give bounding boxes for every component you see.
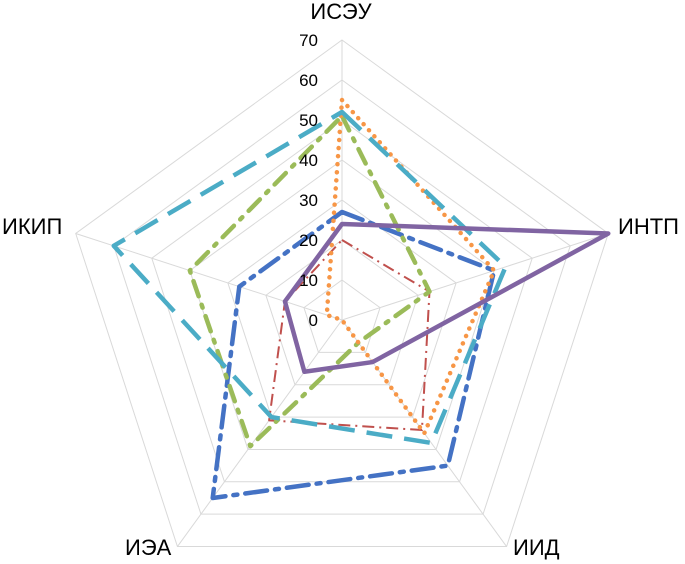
tick-label: 70 bbox=[299, 31, 318, 50]
radar-series bbox=[111, 97, 611, 501]
tick-label: 50 bbox=[299, 111, 318, 130]
grid-ring-10 bbox=[303, 279, 381, 353]
series-line-6 bbox=[282, 221, 611, 375]
grid-ring-40 bbox=[189, 159, 495, 450]
tick-label: 20 bbox=[299, 231, 318, 250]
series-line-3 bbox=[187, 113, 432, 449]
grid-ring-30 bbox=[227, 199, 457, 418]
series-line-4 bbox=[324, 97, 497, 436]
series-line-2 bbox=[268, 239, 431, 432]
grid-spoke bbox=[75, 232, 343, 321]
axis-label-iid: ИИД bbox=[513, 535, 560, 560]
radial-tick-labels: 0 10 20 30 40 50 60 70 bbox=[299, 31, 318, 330]
grid-ring-20 bbox=[265, 239, 419, 386]
axis-label-ikip: ИКИП bbox=[2, 214, 62, 239]
grid-spoke bbox=[177, 319, 343, 547]
series-line-5 bbox=[111, 109, 508, 446]
tick-label: 10 bbox=[299, 271, 318, 290]
tick-label: 30 bbox=[299, 191, 318, 210]
axis-label-isau: ИСЭУ bbox=[310, 0, 372, 24]
grid-ring-70 bbox=[75, 39, 609, 548]
grid-spoke bbox=[341, 232, 609, 321]
grid-ring-60 bbox=[113, 79, 571, 515]
series-line-1 bbox=[210, 209, 497, 501]
axis-label-intp: ИНТП bbox=[618, 214, 679, 239]
axis-label-iea: ИЭА bbox=[125, 535, 172, 560]
tick-label: 0 bbox=[309, 311, 318, 330]
tick-label: 40 bbox=[299, 151, 318, 170]
tick-label: 60 bbox=[299, 71, 318, 90]
